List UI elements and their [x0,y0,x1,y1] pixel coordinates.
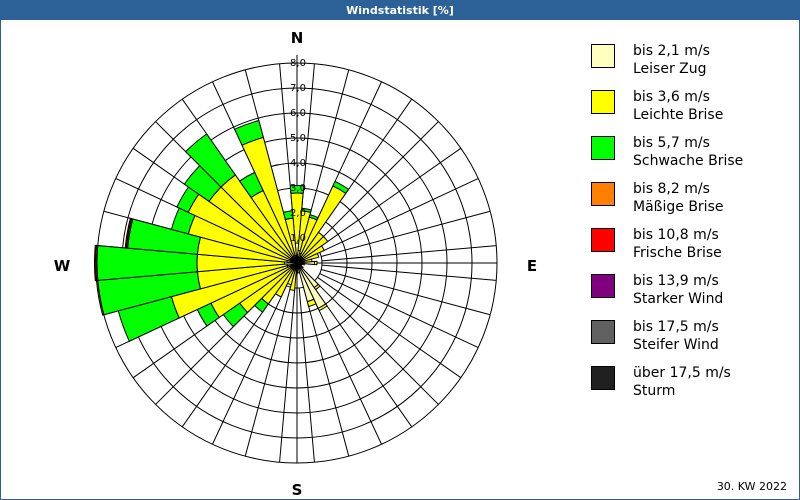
legend-text: bis 2,1 m/s Leiser Zug [633,42,710,78]
legend-class-name: Sturm [633,383,676,399]
compass-north: N [291,29,304,47]
legend-swatch [591,44,615,68]
grid-spoke [321,210,491,258]
grid-spoke [244,287,292,457]
sector-340-class-3 [233,119,264,146]
wind-sectors [94,119,350,342]
compass-west: W [54,257,71,275]
legend-speed: bis 5,7 m/s [633,135,710,151]
legend-speed: bis 13,9 m/s [633,273,719,289]
legend-speed: bis 3,6 m/s [633,89,710,105]
compass-south: S [292,481,303,499]
ring-label: 8,0 [290,58,306,69]
legend-swatch [591,182,615,206]
legend-text: bis 8,2 m/s Mäßige Brise [633,180,723,216]
legend-class-name: Schwache Brise [633,153,744,169]
grid-spoke [317,276,462,379]
sector-190-class-2 [289,269,297,291]
week-label: 30. KW 2022 [716,480,787,493]
grid-spoke [319,273,479,348]
grid-spoke [298,287,315,463]
grid-spoke [212,285,287,445]
sector-270-class-5 [94,244,98,282]
grid-spoke [314,280,439,405]
sector-350-class-3 [282,210,294,221]
grid-spoke [321,268,491,316]
ring-label: 5,0 [290,133,306,144]
ring-label: 7,0 [290,83,306,94]
sector-320-class-3 [184,133,237,188]
grid-spoke [314,121,439,246]
legend-swatch [591,228,615,252]
grid-spoke [302,287,350,457]
legend-speed: bis 8,2 m/s [633,181,710,197]
legend-class-name: Starker Wind [633,291,724,307]
ring-label: 1,0 [290,233,306,244]
legend-class-name: Leiser Zug [633,61,707,77]
ring-label: 2,0 [290,208,306,219]
legend-speed: bis 10,8 m/s [633,227,719,243]
legend-speed: bis 2,1 m/s [633,43,710,59]
sector-30-class-3 [332,180,350,195]
grid-spoke [321,245,497,262]
legend-swatch [591,320,615,344]
legend-class-name: Steifer Wind [633,337,719,353]
legend-text: bis 17,5 m/s Steifer Wind [633,318,719,354]
legend-text: bis 5,7 m/s Schwache Brise [633,134,743,170]
sector-50-class-2 [301,235,329,260]
legend-text: bis 13,9 m/s Starker Wind [633,272,723,308]
legend-text: über 17,5 m/s Sturm [633,364,731,400]
sector-160-class-2 [306,298,317,308]
sector-60-class-2 [302,245,325,261]
legend-swatch [591,366,615,390]
legend-class-name: Mäßige Brise [633,199,724,215]
legend-text: bis 10,8 m/s Frische Brise [633,226,722,262]
ring-label: 6,0 [290,108,306,119]
ring-label: 3,0 [290,183,306,194]
grid-spoke [321,264,497,281]
grid-spoke [310,283,413,428]
grid-spoke [319,178,479,253]
compass-east: E [527,257,537,275]
legend-speed: bis 17,5 m/s [633,319,719,335]
legend-swatch [591,90,615,114]
sector-150-class-2 [317,303,328,312]
grid-spoke [279,287,296,463]
legend-speed: über 17,5 m/s [633,365,731,381]
legend-swatch [591,136,615,160]
legend-swatch [591,274,615,298]
sector-70-class-2 [303,252,320,262]
grid-spoke [317,147,462,250]
legend-class-name: Leichte Brise [633,107,724,123]
ring-label: 4,0 [290,158,306,169]
sector-0-class-3 [289,185,305,194]
sector-10-class-3 [301,207,312,213]
grid-spoke [307,285,382,445]
wind-rose-chart: 1,0 2,0 3,0 4,0 5,0 6,0 7,0 8,0 N E S W [54,29,537,499]
sector-90-class-2 [313,260,318,266]
ring-labels: 1,0 2,0 3,0 4,0 5,0 6,0 7,0 8,0 [290,58,306,244]
sector-280-class-5 [124,217,133,249]
legend-class-name: Frische Brise [633,245,722,261]
legend-text: bis 3,6 m/s Leichte Brise [633,88,723,124]
window-title: Windstatistik [%] [1,1,799,20]
